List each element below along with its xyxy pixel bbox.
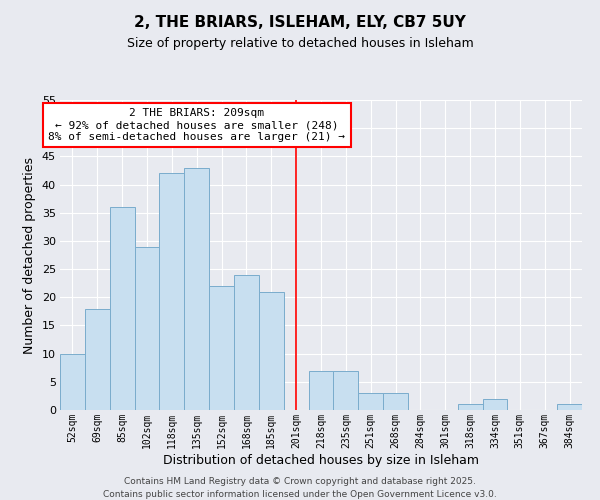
Bar	[458, 404, 482, 410]
Bar	[557, 404, 582, 410]
X-axis label: Distribution of detached houses by size in Isleham: Distribution of detached houses by size …	[163, 454, 479, 466]
Bar	[234, 274, 259, 410]
Bar	[482, 398, 508, 410]
Bar	[259, 292, 284, 410]
Y-axis label: Number of detached properties: Number of detached properties	[23, 156, 36, 354]
Text: Contains HM Land Registry data © Crown copyright and database right 2025.: Contains HM Land Registry data © Crown c…	[124, 478, 476, 486]
Bar	[383, 393, 408, 410]
Bar	[160, 174, 184, 410]
Text: 2 THE BRIARS: 209sqm
← 92% of detached houses are smaller (248)
8% of semi-detac: 2 THE BRIARS: 209sqm ← 92% of detached h…	[48, 108, 345, 142]
Bar	[358, 393, 383, 410]
Bar	[85, 308, 110, 410]
Text: Contains public sector information licensed under the Open Government Licence v3: Contains public sector information licen…	[103, 490, 497, 499]
Bar	[60, 354, 85, 410]
Bar	[209, 286, 234, 410]
Bar	[308, 370, 334, 410]
Bar	[184, 168, 209, 410]
Text: 2, THE BRIARS, ISLEHAM, ELY, CB7 5UY: 2, THE BRIARS, ISLEHAM, ELY, CB7 5UY	[134, 15, 466, 30]
Bar	[134, 246, 160, 410]
Bar	[110, 207, 134, 410]
Text: Size of property relative to detached houses in Isleham: Size of property relative to detached ho…	[127, 38, 473, 51]
Bar	[334, 370, 358, 410]
